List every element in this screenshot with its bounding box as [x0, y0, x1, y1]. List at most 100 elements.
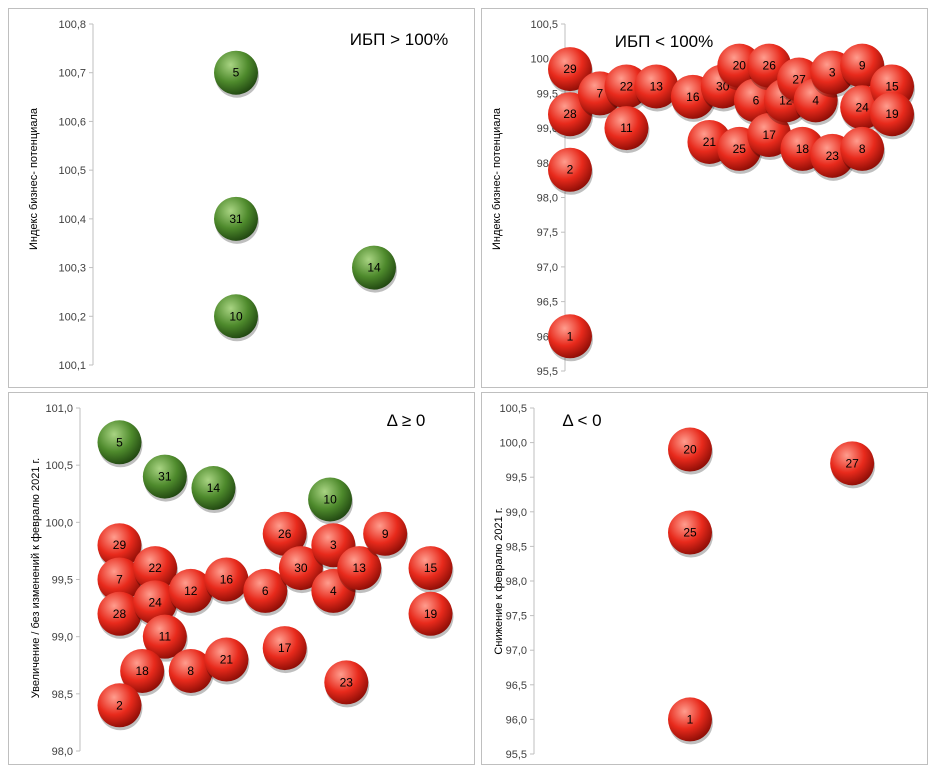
bubble-point	[337, 546, 382, 591]
bubble-label: 16	[686, 90, 700, 104]
bubble-label: 4	[812, 93, 819, 107]
bubble-point	[204, 557, 249, 602]
y-tick-label: 97,5	[537, 227, 558, 239]
bubble-label: 18	[135, 664, 149, 678]
bubble-5: 5	[214, 50, 259, 98]
bubble-5: 5	[97, 420, 143, 468]
y-tick-label: 100,8	[58, 19, 86, 31]
bubble-point	[668, 427, 712, 472]
y-tick-label: 96,5	[537, 297, 558, 309]
bubble-label: 6	[753, 93, 760, 107]
bubble-label: 7	[597, 86, 604, 100]
bubble-point	[604, 106, 649, 151]
panel-ibp-below-100: 100,5 100,0 99,5 99,0 98,5 98,0 97,5 97,0 96,5 96…	[481, 8, 928, 388]
bubble-point	[548, 47, 592, 92]
bubble-12: 12	[168, 568, 214, 616]
bubble-label: 24	[148, 595, 162, 609]
bubble-point	[840, 126, 885, 171]
y-tick-label: 95,5	[537, 366, 558, 378]
y-tick-label: 96,5	[506, 680, 527, 692]
chart-ibp-below-100: 100,5100,099,599,098,598,097,597,096,596…	[491, 19, 916, 378]
bubble-label: 6	[262, 584, 269, 598]
bubble-point	[262, 626, 307, 671]
bubble-label: 30	[294, 561, 308, 575]
bubble-10: 10	[214, 294, 259, 342]
bubble-label: 29	[563, 62, 577, 76]
bubble-29: 29	[97, 523, 143, 571]
y-tick-label: 98,0	[506, 576, 527, 588]
bubble-point	[97, 683, 142, 728]
bubble-label: 5	[233, 66, 240, 80]
bubble-20: 20	[668, 427, 713, 475]
y-tick-label: 100,2	[58, 311, 86, 323]
panel-delta-nonnegative: 101,0 100,5 100,0 99,5 99,0 98,5 98,0 Увеличени…	[8, 392, 475, 765]
y-tick-label: 100,5	[499, 403, 527, 415]
bubble-label: 19	[424, 607, 438, 621]
y-tick-label: 99,5	[537, 88, 558, 100]
bubble-13: 13	[634, 64, 680, 112]
bubble-point	[204, 637, 249, 682]
chart-ibp-above-100: 100,8 100,7 100,6 100,5 100,4 100,3 100,2 100,1…	[28, 19, 448, 372]
bubble-point	[408, 591, 453, 636]
bubble-22: 22	[133, 546, 179, 594]
bubble-28: 28	[548, 92, 593, 140]
bubble-label: 22	[148, 561, 162, 575]
bubble-8: 8	[168, 648, 214, 696]
bubble-17: 17	[262, 626, 308, 674]
bubble-label: 12	[184, 584, 198, 598]
bubble-label: 11	[620, 121, 633, 135]
bubble-label: 13	[353, 561, 367, 575]
bubble-point	[97, 420, 142, 465]
bubble-point	[363, 511, 408, 556]
bubble-label: 11	[159, 630, 172, 644]
bubble-label: 31	[158, 470, 172, 484]
bubble-point	[168, 648, 213, 693]
bubble-point	[142, 614, 187, 659]
bubble-point	[278, 546, 323, 591]
bubble-label: 17	[763, 128, 777, 142]
bubble-label: 3	[829, 66, 836, 80]
y-tick-label: 99,0	[506, 507, 527, 519]
bubble-label: 20	[733, 59, 747, 73]
bubble-label: 21	[703, 135, 717, 149]
bubble-point	[243, 568, 288, 613]
chart-title: ИБП < 100%	[615, 32, 713, 51]
bubble-9: 9	[363, 511, 409, 559]
bubble-19: 19	[870, 92, 916, 140]
bubble-label: 25	[683, 526, 697, 540]
y-tick-label: 98,0	[52, 746, 73, 758]
bubble-point	[214, 50, 258, 95]
bubble-label: 4	[330, 584, 337, 598]
bubble-8: 8	[840, 126, 886, 174]
bubble-27: 27	[830, 441, 876, 489]
bubble-label: 1	[687, 712, 694, 726]
y-tick-label: 98,5	[52, 689, 73, 701]
chart-title: Δ < 0	[562, 411, 601, 430]
y-tick-label: 98,5	[506, 541, 527, 553]
bubble-point	[634, 64, 679, 109]
bubble-label: 10	[323, 492, 337, 506]
bubble-point	[97, 523, 142, 568]
y-tick-label: 99,5	[52, 575, 73, 587]
bubble-label: 14	[207, 481, 221, 495]
bubble-point	[120, 648, 165, 693]
bubble-label: 26	[763, 59, 777, 73]
bubble-point	[142, 454, 187, 499]
bubble-point	[548, 147, 592, 192]
bubble-2: 2	[548, 147, 593, 195]
bubble-11: 11	[604, 106, 650, 154]
y-axis-title: Индекс бизнес- потенциала	[491, 107, 503, 250]
y-axis-title: Снижение к февралю 2021 г.	[493, 507, 505, 654]
bubble-label: 17	[278, 641, 292, 655]
bubble-point	[97, 557, 142, 602]
bubble-label: 1	[567, 329, 574, 343]
bubble-point	[214, 294, 258, 339]
bubble-21: 21	[204, 637, 250, 685]
y-tick-label: 96,0	[506, 714, 527, 726]
bubble-label: 27	[845, 456, 859, 470]
y-tick-label: 100,3	[58, 263, 86, 275]
bubble-13: 13	[337, 546, 383, 594]
bubble-label: 5	[116, 435, 123, 449]
y-tick-label: 100,6	[58, 116, 86, 128]
bubble-label: 8	[187, 664, 194, 678]
